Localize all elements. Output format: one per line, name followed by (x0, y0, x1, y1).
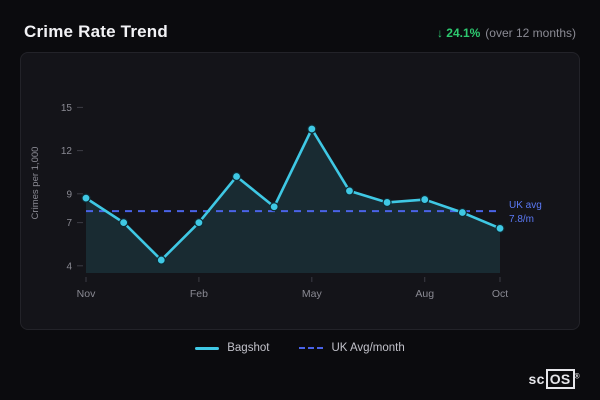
uk-avg-annotation-line2: 7.8/m (509, 214, 534, 225)
x-tick-label: Nov (77, 288, 96, 300)
brand-logo: sc OS ® (528, 369, 580, 389)
data-point[interactable] (495, 223, 505, 233)
registered-mark: ® (574, 373, 580, 381)
trend-stat: ↓ 24.1% (over 12 months) (437, 26, 576, 40)
data-point[interactable] (156, 255, 166, 265)
data-point[interactable] (457, 207, 467, 218)
trend-area-fill (86, 129, 500, 273)
x-tick-label: May (302, 288, 323, 300)
bagshot-line-swatch (195, 346, 220, 350)
y-tick-label: 12 (61, 146, 73, 157)
data-point[interactable] (420, 194, 430, 205)
legend-item-bagshot[interactable]: Bagshot (195, 342, 269, 354)
crime-chart-svg[interactable]: 4 7 9 12 15 Nov Feb May Aug Oct Crimes per 1,000 UK… (22, 65, 578, 317)
trend-period: (over 12 months) (485, 26, 576, 40)
y-tick-label: 4 (66, 261, 72, 272)
data-point[interactable] (344, 186, 355, 196)
x-tick-label: Oct (492, 288, 508, 300)
data-point[interactable] (119, 218, 129, 228)
uk-avg-dash-swatch (299, 347, 324, 349)
y-tick-label: 15 (61, 103, 73, 114)
page-title: Crime Rate Trend (24, 22, 168, 41)
chart-legend: Bagshot UK Avg/month (0, 342, 600, 354)
chart-card: 4 7 9 12 15 Nov Feb May Aug Oct Crimes per 1,000 UK… (20, 52, 580, 330)
legend-item-uk-avg[interactable]: UK Avg/month (299, 342, 405, 354)
x-tick-label: Aug (415, 288, 434, 300)
y-tick-label: 9 (66, 189, 72, 200)
data-point[interactable] (194, 218, 204, 228)
x-tick-label: Feb (190, 288, 208, 300)
data-point[interactable] (81, 193, 91, 203)
uk-avg-annotation-line1: UK avg (509, 200, 542, 211)
data-point[interactable] (269, 202, 279, 212)
data-point[interactable] (231, 171, 242, 182)
brand-box: OS (545, 369, 575, 389)
legend-label-uk-avg: UK Avg/month (331, 342, 405, 354)
y-axis-label: Crimes per 1,000 (30, 147, 41, 220)
trend-line (84, 127, 502, 262)
brand-prefix: sc (528, 371, 545, 387)
data-point[interactable] (307, 124, 317, 134)
y-tick-label: 7 (66, 218, 72, 229)
data-point[interactable] (382, 197, 392, 208)
legend-label-bagshot: Bagshot (227, 342, 270, 354)
trend-delta-value: ↓ 24.1% (436, 26, 481, 40)
header: Crime Rate Trend ↓ 24.1% (over 12 months) (0, 0, 600, 50)
